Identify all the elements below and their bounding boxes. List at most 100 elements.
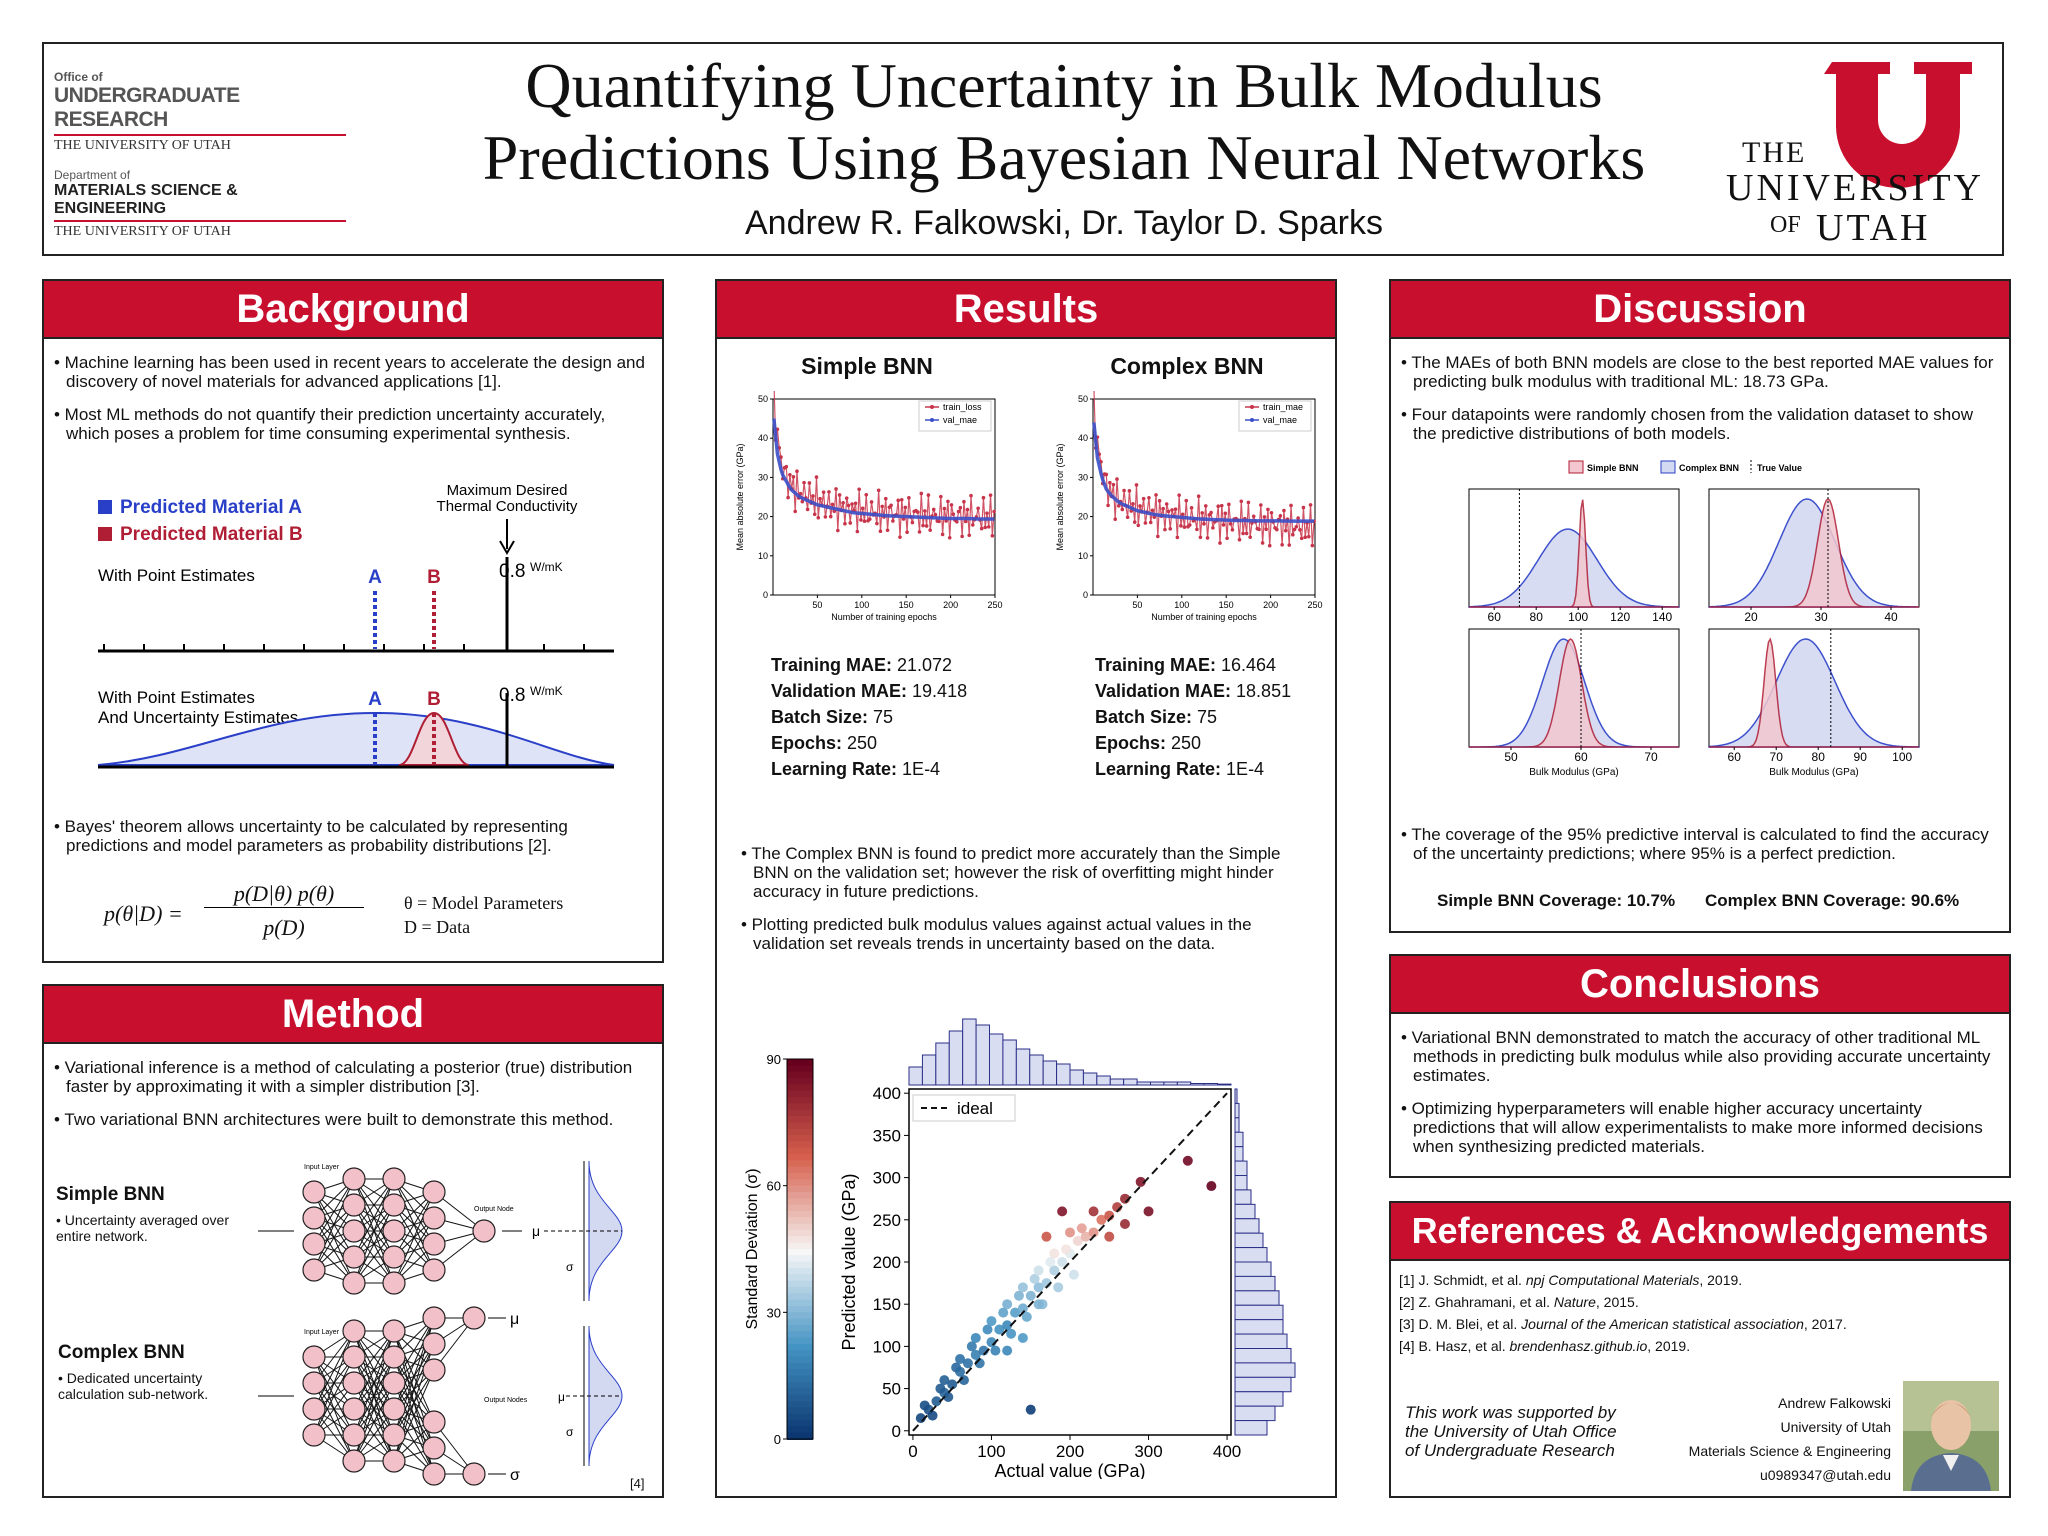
simple-train-mae: Training MAE: 21.072 [771,655,953,675]
threshold-unit-2: W/mK [530,684,563,698]
x-tick-label: 60 [1488,610,1502,624]
background-heading: Background [44,281,662,339]
max-label-1: Maximum Desired [447,482,568,499]
y-tick-label: 350 [873,1126,901,1145]
scatter-point [970,1349,981,1360]
author-affil-1: University of Utah [1780,1419,1891,1435]
data-point-train_loss [880,504,885,509]
x-tick-label: 40 [1884,610,1898,624]
data-point-train_loss [981,495,986,500]
simple-loss-chart: 0 10 20 30 40 50 50 100 150 200 250 Number of train… [735,391,1003,622]
colorbar-band [787,1147,813,1155]
data-point-train_mae [1161,506,1165,511]
marker-a-1: A [368,567,382,588]
data-point-train_loss [836,528,840,533]
neuron-node [382,1245,406,1269]
simple-bnn-title: Simple BNN [801,353,933,379]
colorbar-band [787,1432,813,1440]
data-point-train_loss [867,517,872,521]
sigma-axis-symbol: σ [566,1425,574,1439]
x-tick-label: 200 [1263,600,1278,610]
data-point-train_loss [923,509,927,513]
edge [353,1330,395,1410]
author-contact: Andrew Falkowski University of Utah Mate… [1641,1391,1891,1487]
data-point-train_loss [883,496,888,501]
data-point-train_loss [828,514,833,519]
method-panel: Method • Variational inference is a meth… [42,984,664,1498]
neuron-node [382,1271,406,1295]
data-point-train_loss [795,469,799,474]
right-histogram-bar [1234,1146,1244,1162]
simple-density [1469,499,1679,608]
title-banner: Office of UNDERGRADUATE RESEARCH THE UNI… [42,42,2004,256]
x-tick-label: 50 [812,600,822,610]
x-tick-label: 200 [943,600,958,610]
y-tick-label: 40 [1078,433,1088,443]
simple-batch: Batch Size: 75 [771,707,894,727]
data-point-train_loss [841,500,845,505]
colorbar-tick-label: 60 [767,1179,781,1194]
colorbar-band [787,1331,813,1339]
legend-box [912,1094,1016,1122]
right-histogram-bar [1234,1420,1268,1436]
neuron-node [382,1371,406,1395]
y-tick-label: 50 [758,394,768,404]
scatter-point [1080,1231,1091,1242]
right-histogram-bar [1234,1376,1292,1393]
data-point-train_mae [1131,501,1135,506]
data-point-train_loss [983,525,988,530]
right-histogram-bar [1234,1088,1238,1104]
right-histogram-bar [1234,1131,1244,1148]
neuron-node [422,1306,446,1330]
neuron-node [422,1232,446,1256]
colorbar-band [787,1274,813,1282]
data-point-train_loss [793,509,797,514]
colorbar-band [787,1204,813,1212]
data-point-train_mae [1180,512,1185,517]
colorbar-band [787,1198,813,1206]
legend-complex-swatch [1660,460,1676,474]
x-tick-label: 50 [1132,600,1142,610]
data-point-train_loss [969,493,973,498]
data-point-train_mae [1148,520,1153,525]
marker-b-1: B [427,567,441,588]
discussion-bullet-2: • Four datapoints were randomly chosen f… [1401,405,1973,443]
data-point-train_mae [1202,522,1206,526]
data-point-train_mae [1291,532,1295,537]
x-axis-label: Actual value (GPa) [994,1461,1145,1479]
data-point-train_loss [903,505,908,510]
top-histogram-bar [1203,1083,1219,1086]
x-tick-label: 250 [1307,600,1322,610]
right-histogram-bar [1234,1362,1296,1378]
results-bullets: • The Complex BNN is found to predict mo… [739,844,1319,967]
series-line-val_mae [1092,422,1315,523]
colorbar-band [787,1116,813,1124]
title-line-1: Quantifying Uncertainty in Bulk Modulus [525,50,1603,121]
data-point-train_mae [1299,536,1304,541]
data-point-train_mae [1310,543,1315,548]
data-point-train_mae [1227,502,1231,507]
mu-symbol: μ [532,1223,540,1239]
scatter-point [1135,1176,1146,1187]
discussion-bullet-3: • The coverage of the 95% predictive int… [1401,825,1989,863]
threshold-value-1: 0.8 [499,561,525,582]
mu-output: μ [510,1311,519,1328]
data-point-train_loss [960,534,964,539]
neuron-node [342,1193,366,1217]
scatter-point [1033,1265,1044,1276]
colorbar-band [787,1059,813,1067]
data-point-train_mae [1244,531,1249,536]
neuron-node [302,1258,326,1282]
x-axis-label: Number of training epochs [1151,612,1257,622]
scatter-point [970,1332,981,1343]
discussion-bullet-3-wrap: • The coverage of the 95% predictive int… [1399,825,1999,877]
x-tick-label: 140 [1652,610,1672,624]
data-point-train_mae [1150,508,1155,513]
x-tick-label: 250 [987,600,1002,610]
scatter-point [966,1341,977,1352]
scatter-point [927,1410,938,1421]
output-node-label: Output Node [474,1206,514,1213]
discussion-bullet-1: • The MAEs of both BNN models are close … [1401,353,1994,391]
data-point-train_mae [1298,528,1302,532]
data-point-train_mae [1306,534,1311,539]
